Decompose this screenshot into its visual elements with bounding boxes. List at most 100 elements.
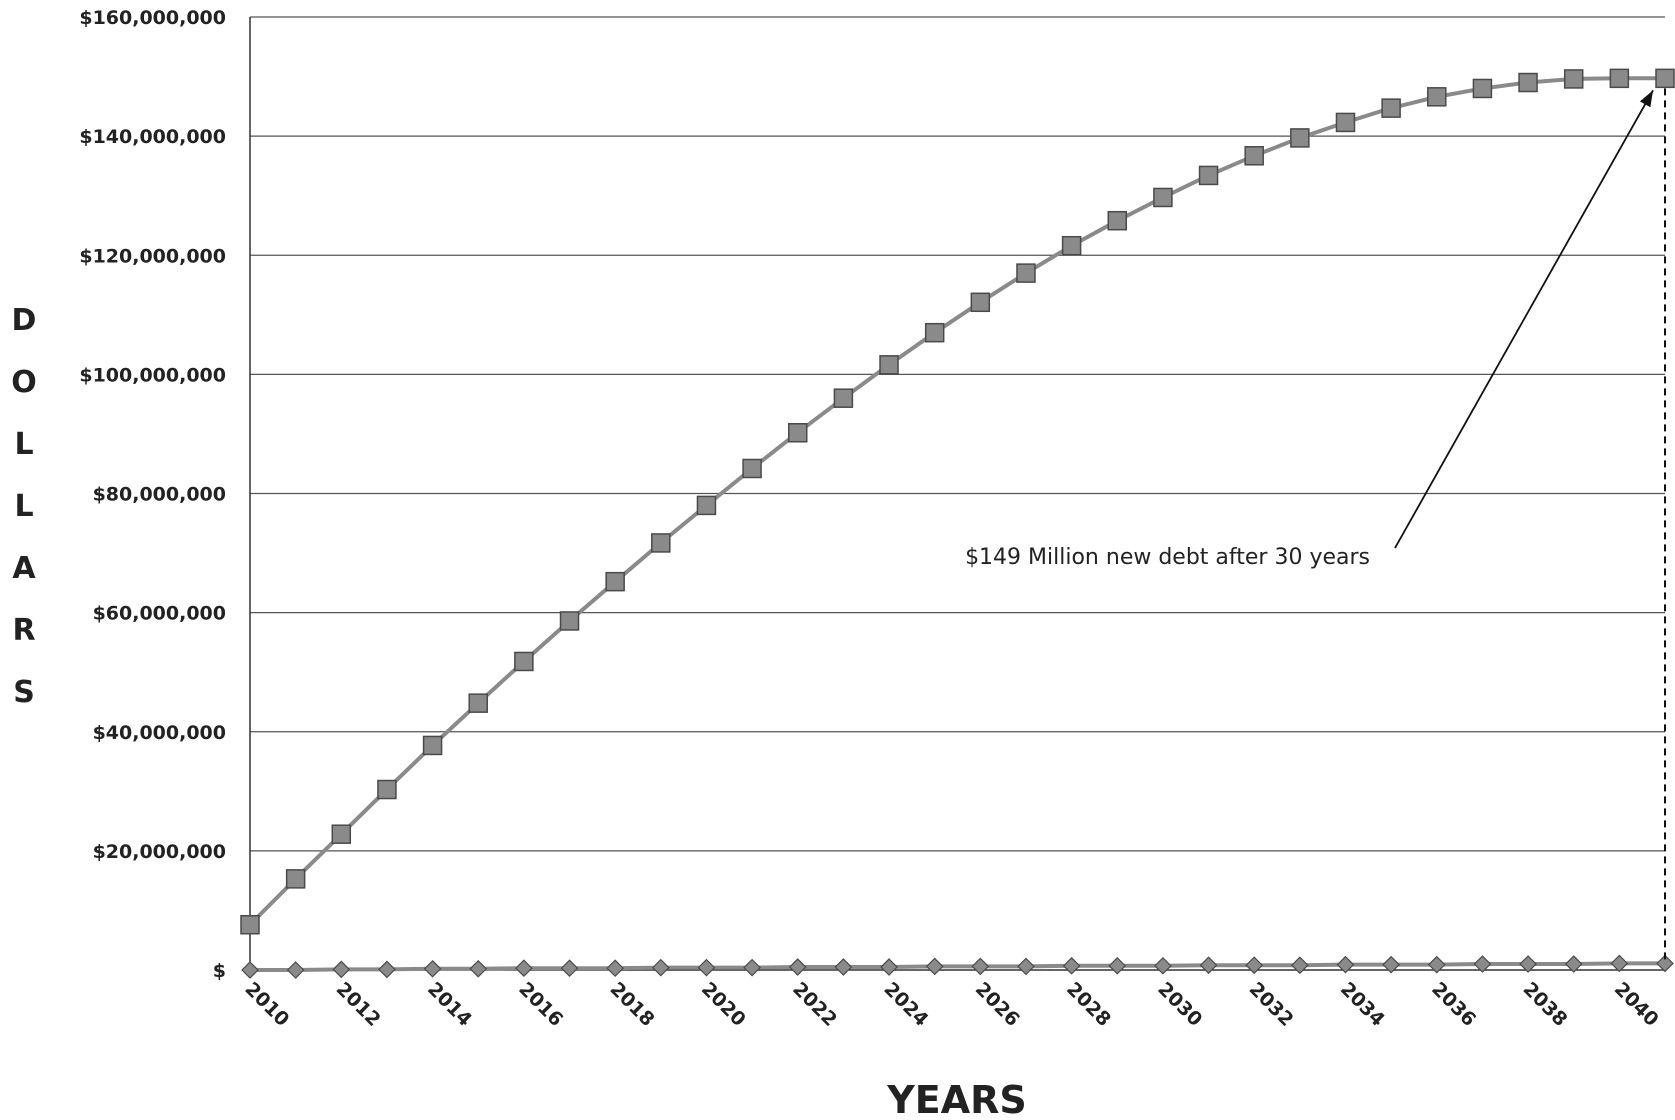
data-point-square (1016, 263, 1036, 283)
data-point-square (468, 693, 488, 713)
x-tick-labels: 2010 2012 2014 2016 2018 2020 2022 2024 2026 2028… (240, 978, 1662, 1031)
data-point-diamond (1108, 956, 1127, 975)
y-axis-label-letter: R (12, 613, 35, 648)
x-tick-label: 2028 (1062, 978, 1115, 1031)
x-tick-label: 2012 (332, 978, 385, 1031)
data-point-diamond (834, 958, 853, 976)
x-tick-label: 2014 (423, 978, 476, 1031)
annotation-arrowhead (1639, 90, 1653, 108)
data-point-square (1244, 146, 1264, 166)
x-tick-label: 2020 (697, 978, 750, 1031)
data-point-square (1107, 210, 1128, 231)
data-point-square (742, 458, 762, 479)
y-tick-label: $160,000,000 (79, 7, 226, 29)
y-tick-label: $ (213, 960, 226, 982)
data-point-diamond (1336, 955, 1355, 974)
data-point-diamond (971, 957, 990, 976)
y-tick-label: $20,000,000 (93, 841, 226, 863)
data-point-square (696, 495, 717, 516)
y-tick-label: $120,000,000 (79, 245, 226, 267)
data-point-diamond (1017, 957, 1035, 976)
x-tick-label: 2018 (606, 978, 659, 1031)
data-point-diamond (469, 959, 488, 978)
data-point-diamond (1382, 955, 1400, 974)
data-point-square (1427, 87, 1447, 107)
data-point-diamond (788, 958, 807, 976)
data-point-square (1655, 68, 1675, 89)
y-axis-label-letter: L (14, 427, 33, 462)
x-tick-label: 2010 (240, 978, 293, 1031)
data-point-diamond (1656, 954, 1674, 973)
x-tick-label: 2024 (879, 978, 932, 1031)
x-tick-label: 2016 (514, 978, 567, 1031)
y-tick-label: $60,000,000 (93, 603, 226, 625)
data-point-diamond (697, 958, 716, 977)
data-point-square (787, 422, 808, 443)
data-point-diamond (1199, 956, 1218, 975)
data-point-square (833, 388, 854, 408)
data-point-square (1061, 235, 1082, 256)
data-point-diamond (1610, 954, 1629, 973)
data-point-diamond (743, 958, 761, 977)
series-line (248, 76, 1665, 927)
data-point-diamond (880, 958, 898, 976)
data-point-diamond (1062, 956, 1081, 975)
y-tick-label: $80,000,000 (93, 484, 226, 506)
data-point-square (377, 779, 397, 800)
y-tick-label: $100,000,000 (79, 364, 226, 386)
data-point-diamond (1290, 956, 1309, 975)
data-point-diamond (423, 959, 442, 978)
y-tick-labels: $ $20,000,000 $40,000,000 $60,000,000 $80,00… (79, 7, 226, 982)
x-tick-label: 2030 (1153, 978, 1206, 1031)
data-point-square (1290, 128, 1310, 148)
x-tick-label: 2034 (1336, 978, 1389, 1031)
series-line (250, 961, 1665, 972)
y-tick-label: $40,000,000 (93, 722, 226, 744)
data-point-square (924, 322, 945, 343)
x-tick-label: 2026 (971, 978, 1024, 1031)
y-axis-label-letter: D (12, 303, 37, 338)
data-point-diamond (286, 961, 305, 979)
y-axis-label-letter: A (12, 551, 36, 586)
data-point-square (1518, 72, 1538, 93)
data-point-diamond (1245, 956, 1264, 975)
data-point-square (1335, 112, 1356, 133)
data-point-square (514, 651, 534, 672)
data-point-square (1563, 69, 1584, 89)
data-point-square (1198, 165, 1219, 186)
x-axis-label: YEARS (886, 1078, 1027, 1120)
data-point-square (1153, 187, 1173, 208)
data-point-diamond (1427, 955, 1446, 974)
y-axis-label-letter: L (14, 489, 33, 524)
data-point-square (1381, 98, 1401, 118)
data-point-diamond (1154, 956, 1172, 975)
data-point-diamond (606, 959, 625, 978)
data-point-diamond (378, 960, 396, 979)
data-point-diamond (1519, 955, 1537, 973)
data-point-diamond (925, 957, 944, 976)
data-point-diamond (1473, 955, 1492, 973)
annotation-text: $149 Million new debt after 30 years (965, 545, 1370, 570)
data-point-square (422, 735, 443, 756)
y-tick-label: $140,000,000 (79, 126, 226, 148)
x-tick-label: 2036 (1427, 978, 1480, 1031)
y-axis-label-letter: O (11, 365, 37, 400)
grid-lines (250, 16, 1665, 852)
data-point-square (559, 611, 580, 631)
data-point-diamond (651, 958, 670, 977)
data-point-square (879, 355, 899, 375)
x-tick-label: 2022 (788, 978, 841, 1031)
data-point-diamond (241, 961, 259, 979)
data-point-square (1609, 68, 1630, 89)
y-axis-label-letter: S (13, 675, 35, 710)
data-point-diamond (560, 959, 579, 978)
data-point-square (605, 571, 625, 592)
annotation-arrow-line (1394, 89, 1654, 549)
data-point-diamond (332, 960, 351, 979)
data-point-square (1472, 78, 1493, 99)
x-tick-label: 2038 (1519, 978, 1572, 1031)
x-tick-label: 2040 (1610, 978, 1663, 1031)
data-point-square (651, 533, 671, 553)
